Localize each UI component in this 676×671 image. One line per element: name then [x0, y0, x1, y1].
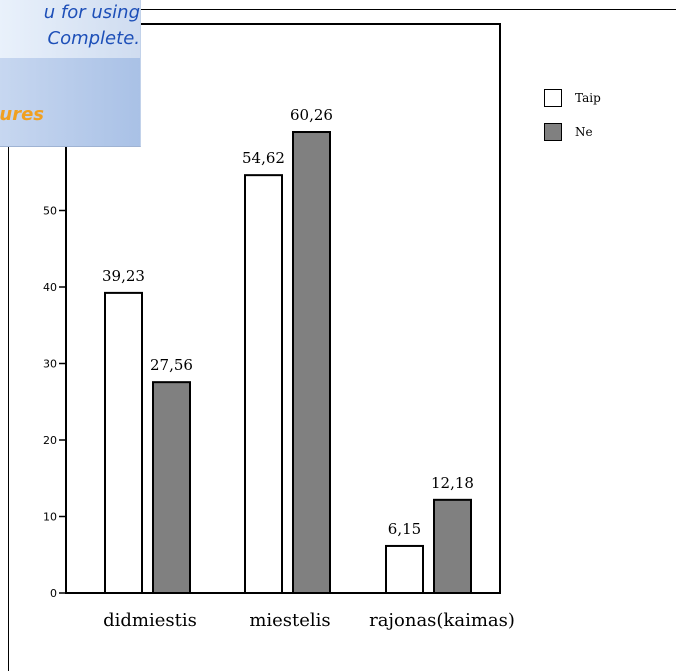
banner-band — [0, 58, 140, 146]
x-category-label-1: miestelis — [249, 610, 330, 631]
banner-text-line-2: Complete. — [47, 28, 140, 49]
data-labels: 39,23 54,62 6,15 27,56 60,26 12,18 — [102, 106, 474, 538]
banner-text-line-1: u for using — [43, 2, 140, 23]
x-category-label-0: didmiestis — [103, 610, 197, 631]
y-tick-label-50: 50 — [43, 205, 57, 218]
y-tick-label-10: 10 — [43, 511, 57, 524]
promo-banner[interactable]: u for using Complete. ures — [0, 0, 141, 147]
y-axis-ticks: 0 10 20 30 40 50 — [43, 205, 66, 600]
legend-label-taip: Taip — [575, 91, 601, 105]
y-tick-label-0: 0 — [50, 587, 57, 600]
bar-taip-0 — [104, 291, 143, 594]
data-label-ne-2: 12,18 — [431, 474, 474, 492]
legend-label-ne: Ne — [575, 125, 593, 139]
data-label-ne-1: 60,26 — [290, 106, 333, 124]
y-tick-label-30: 30 — [43, 358, 57, 371]
y-tick-label-40: 40 — [43, 281, 57, 294]
banner-text-features: ures — [0, 104, 44, 125]
data-label-taip-1: 54,62 — [242, 149, 285, 167]
data-label-taip-0: 39,23 — [102, 267, 145, 285]
bar-ne-0 — [152, 381, 191, 594]
bar-taip-2 — [385, 544, 424, 595]
left-rule — [8, 146, 9, 671]
bar-ne-2 — [433, 498, 472, 594]
bar-taip-1 — [244, 174, 283, 594]
legend-swatch-ne — [544, 123, 562, 141]
plot-area-frame — [65, 23, 501, 594]
data-label-ne-0: 27,56 — [150, 356, 193, 374]
bar-ne-1 — [292, 131, 331, 595]
legend-swatch-taip — [544, 89, 562, 107]
top-rule — [140, 9, 676, 10]
x-category-label-2: rajonas(kaimas) — [369, 610, 515, 631]
data-label-taip-2: 6,15 — [388, 520, 421, 538]
bar-group — [104, 131, 472, 595]
y-tick-label-20: 20 — [43, 434, 57, 447]
x-axis-labels: didmiestis miestelis rajonas(kaimas) — [103, 610, 515, 631]
